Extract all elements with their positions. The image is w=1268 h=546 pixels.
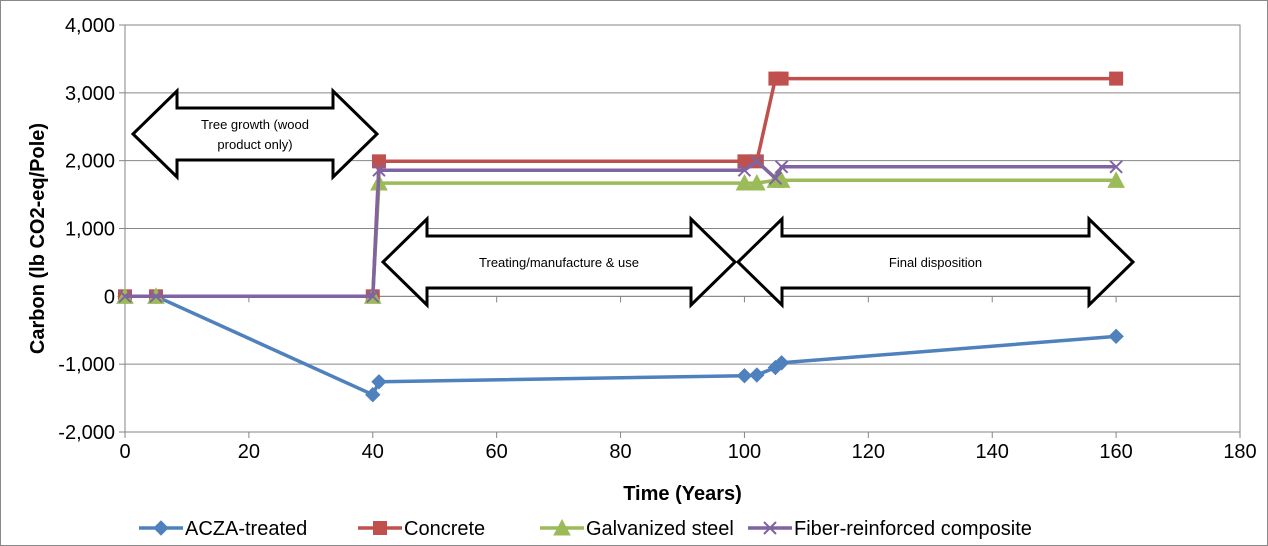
x-tick-label: 0: [119, 441, 130, 463]
legend-label: ACZA-treated: [185, 518, 307, 540]
y-tick-label: -2,000: [58, 422, 115, 444]
x-tick-label: 60: [486, 441, 508, 463]
legend-item: ACZA-treated: [139, 518, 307, 540]
data-point-diamond: [365, 386, 381, 403]
data-point-x: [774, 160, 789, 174]
legend-marker: [153, 520, 169, 536]
x-tick-label: 20: [238, 441, 260, 463]
data-point-diamond: [736, 367, 753, 384]
data-point-diamond: [371, 374, 387, 390]
legend: ACZA-treated Concrete Galvanized steel Fibe…: [139, 518, 1032, 540]
data-point-x: [118, 289, 132, 304]
data-point-square: [1109, 71, 1124, 86]
legend-item: Concrete: [358, 518, 485, 540]
x-tick-label: 140: [976, 441, 1009, 463]
data-point-square: [737, 154, 752, 169]
y-tick-label: 2,000: [65, 151, 115, 173]
data-point-diamond: [773, 355, 790, 371]
data-point-x: [737, 163, 752, 177]
legend-item: Galvanized steel: [540, 518, 734, 540]
legend-marker: [553, 518, 571, 536]
series-fiber-reinforced-composite: [118, 154, 1123, 304]
x-tick-label: 180: [1223, 441, 1256, 463]
legend-marker: [373, 521, 387, 535]
data-point-triangle: [747, 173, 766, 191]
y-tick-label: -1,000: [58, 354, 115, 376]
y-tick-label: 3,000: [65, 83, 115, 105]
double-arrow-annotation: [380, 215, 738, 309]
y-tick-label: 0: [104, 286, 115, 308]
y-tick-label: 1,000: [65, 219, 115, 241]
legend-label: Galvanized steel: [586, 518, 734, 540]
legend-item: Fiber-reinforced composite: [748, 518, 1032, 540]
data-point-square: [774, 71, 789, 86]
legend-label: Concrete: [404, 518, 485, 540]
x-tick-label: 80: [609, 441, 631, 463]
y-tick-label: 4,000: [65, 15, 115, 37]
x-tick-label: 100: [728, 441, 761, 463]
data-point-x: [149, 289, 163, 304]
legend-marker: [763, 521, 777, 535]
series: [116, 71, 1125, 403]
data-point-x: [1109, 160, 1123, 174]
annotation-label: Treating/manufacture & use: [479, 255, 639, 270]
x-axis-title: Time (Years): [623, 483, 742, 505]
annotation-label: Final disposition: [889, 255, 982, 270]
legend-label: Fiber-reinforced composite: [794, 518, 1032, 540]
double-arrow-annotation: [735, 215, 1136, 309]
data-point-diamond: [749, 367, 765, 383]
y-axis-title: Carbon (lb CO2-eq/Pole): [27, 123, 49, 354]
annotation-label: Tree growth (wood: [201, 117, 309, 132]
double-arrow-annotation: [130, 87, 380, 181]
data-point-x: [366, 289, 380, 304]
data-point-x: [750, 154, 764, 169]
data-point-triangle: [1107, 171, 1125, 188]
data-point-x: [768, 171, 783, 186]
data-point-square: [371, 154, 386, 169]
annotation-label: product only): [217, 137, 292, 152]
data-point-diamond: [1108, 328, 1124, 345]
x-tick-label: 40: [362, 441, 384, 463]
data-point-triangle: [735, 173, 754, 191]
x-tick-label: 160: [1099, 441, 1132, 463]
x-tick-label: 120: [852, 441, 885, 463]
data-point-x: [372, 163, 386, 177]
annotations: Tree growth (wood product only) Treating/m…: [130, 87, 1136, 309]
